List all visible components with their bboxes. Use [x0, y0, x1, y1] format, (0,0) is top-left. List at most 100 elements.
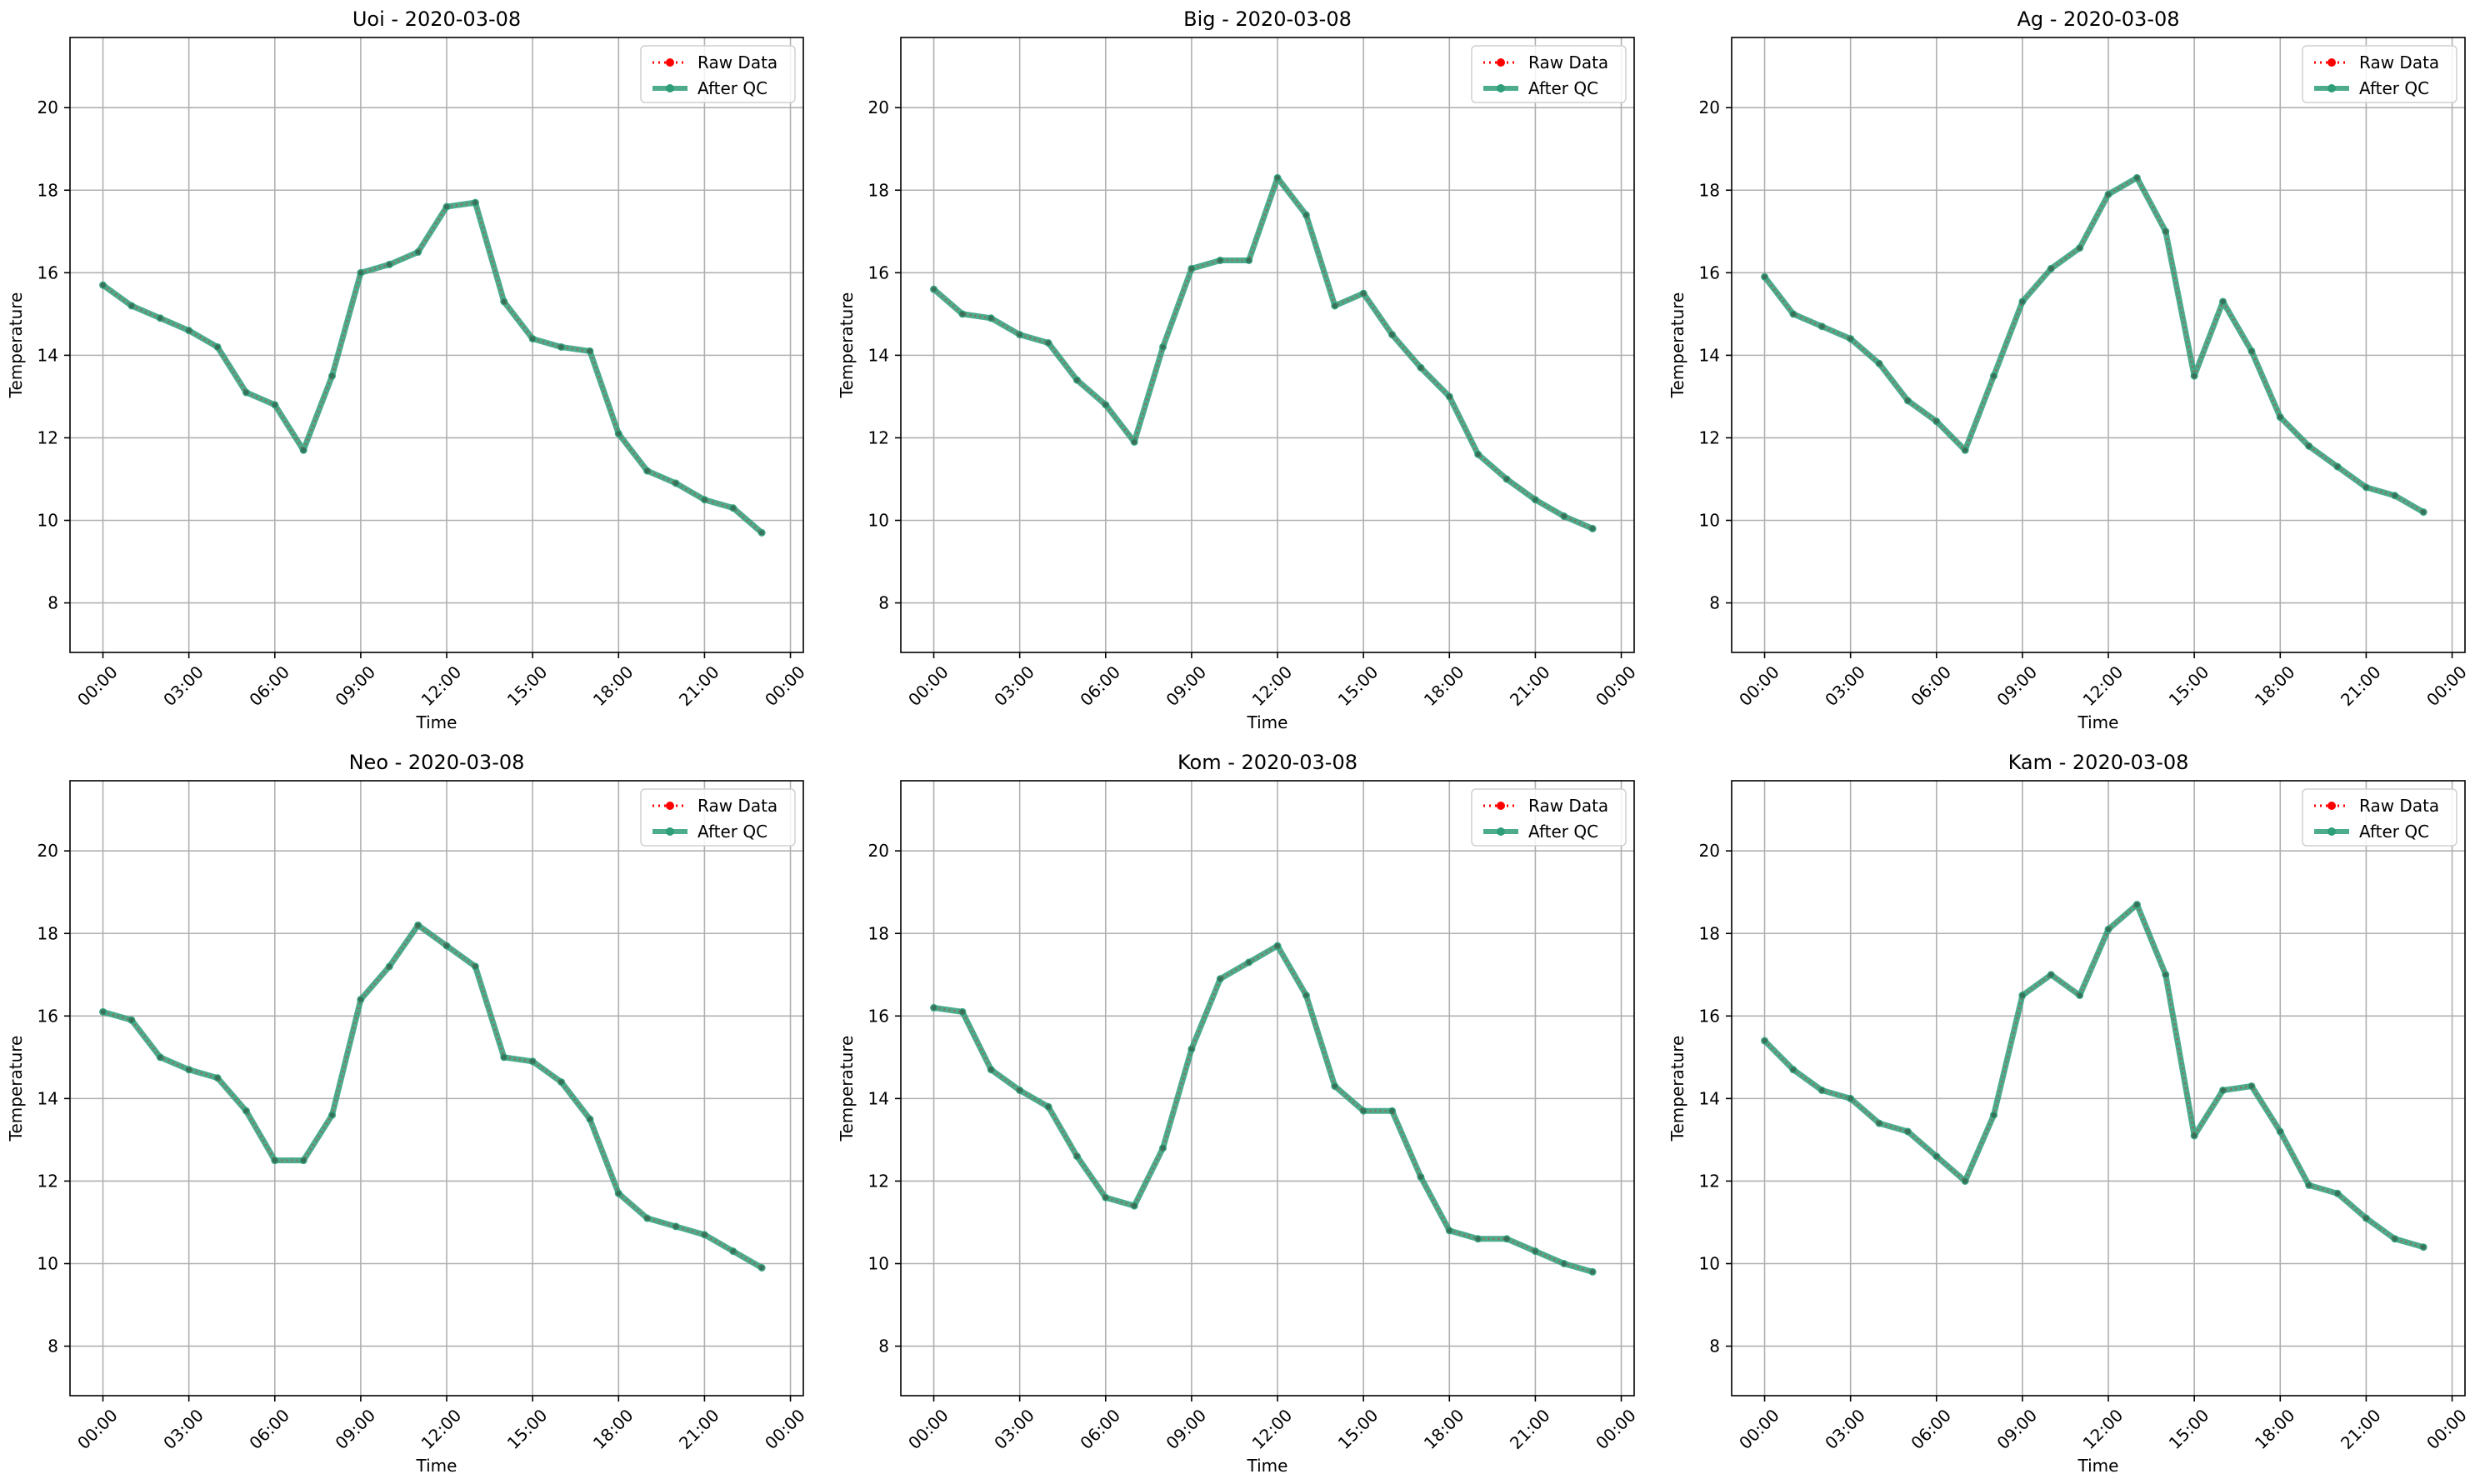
point-raw-data: [1389, 1108, 1395, 1114]
point-raw-data: [759, 1265, 765, 1271]
x-tick-label: 21:00: [1506, 662, 1554, 710]
y-tick-label: 14: [1699, 345, 1720, 365]
x-tick-label: 15:00: [1334, 662, 1382, 710]
plot-area: [1732, 781, 2465, 1396]
y-tick-label: 8: [48, 593, 58, 613]
point-raw-data: [558, 344, 564, 350]
point-raw-data: [644, 1216, 650, 1222]
axes-frame: [1731, 780, 2466, 1397]
plot-area: [70, 37, 803, 652]
point-raw-data: [1361, 291, 1367, 297]
point-raw-data: [702, 1232, 708, 1237]
point-raw-data: [444, 204, 450, 210]
point-raw-data: [1074, 1153, 1080, 1159]
point-raw-data: [1332, 302, 1338, 308]
point-raw-data: [158, 315, 163, 321]
point-raw-data: [1188, 1046, 1194, 1052]
legend: Raw Data After QC: [640, 788, 796, 847]
point-raw-data: [1504, 476, 1510, 482]
y-tick-label: 16: [38, 1006, 58, 1026]
point-raw-data: [1361, 1108, 1367, 1114]
x-tick-label: 12:00: [2079, 1405, 2128, 1453]
point-raw-data: [959, 1009, 965, 1015]
y-tick-label: 10: [868, 511, 889, 531]
y-axis-label: Temperature: [6, 1036, 26, 1142]
subplot-1: 8 10 12 14 16 18 20 00:00 03:00 06:00 09:00 12:00 15…: [6, 7, 809, 732]
legend-label-after-qc: After QC: [698, 78, 768, 98]
x-tick-label: 00:00: [1735, 1405, 1783, 1453]
point-raw-data: [673, 1223, 679, 1229]
x-tick-label: 18:00: [589, 662, 638, 710]
x-tick-label: 21:00: [2337, 662, 2385, 710]
series-line-after-qc: [1762, 902, 2425, 1251]
point-raw-data: [2392, 1236, 2398, 1242]
point-raw-data: [1819, 323, 1825, 329]
x-tick-label: 00:00: [2422, 1405, 2471, 1453]
y-tick-label: 16: [1699, 1006, 1720, 1026]
legend-label-raw-data: Raw Data: [2359, 796, 2439, 816]
point-raw-data: [100, 282, 106, 288]
point-raw-data: [301, 1157, 307, 1163]
y-tick-label: 14: [38, 1088, 58, 1108]
x-tick-label: 15:00: [2165, 1405, 2213, 1453]
point-raw-data: [1933, 1153, 1939, 1159]
point-raw-data: [1160, 344, 1166, 350]
y-tick-label: 20: [868, 97, 889, 117]
series-line-after-qc: [933, 942, 1594, 1275]
point-raw-data: [2220, 1087, 2226, 1093]
y-tick-label: 16: [38, 262, 58, 282]
point-raw-data: [1389, 332, 1395, 337]
legend: Raw Data After QC: [1471, 45, 1627, 103]
point-raw-data: [2392, 492, 2398, 498]
point-raw-data: [301, 447, 307, 453]
y-tick-label: 14: [868, 1088, 889, 1108]
point-raw-data: [1905, 1129, 1911, 1135]
point-raw-data: [2048, 266, 2054, 272]
x-tick-label: 15:00: [2165, 662, 2213, 710]
point-raw-data: [1532, 1248, 1538, 1254]
x-tick-label: 18:00: [2251, 662, 2299, 710]
x-tick-label: 15:00: [1334, 1405, 1382, 1453]
x-tick-label: 09:00: [1162, 1405, 1210, 1453]
point-raw-data: [673, 480, 679, 486]
legend: Raw Data After QC: [1471, 788, 1627, 847]
point-raw-data: [100, 1009, 106, 1015]
series-line-raw-data: [102, 201, 762, 534]
point-raw-data: [730, 1248, 736, 1254]
x-tick-label: 09:00: [331, 1405, 379, 1453]
point-raw-data: [616, 1191, 622, 1197]
y-tick-label: 20: [38, 97, 58, 117]
x-tick-label: 00:00: [73, 1405, 122, 1453]
series-line-after-qc: [932, 174, 1594, 532]
x-tick-label: 18:00: [2251, 1405, 2299, 1453]
point-raw-data: [1218, 257, 1223, 263]
legend-label-after-qc: After QC: [698, 822, 768, 842]
point-raw-data: [128, 302, 134, 308]
subplot-2: 8 10 12 14 16 18 20 00:00 03:00 06:00 09:00 12:00 15…: [837, 7, 1640, 732]
chart-title: Kom - 2020-03-08: [1178, 751, 1358, 774]
point-raw-data: [1991, 373, 1997, 379]
axes-frame: [900, 780, 1635, 1397]
y-tick-label: 20: [1699, 97, 1720, 117]
x-tick-label: 12:00: [418, 662, 466, 710]
legend-label-raw-data: Raw Data: [1528, 796, 1608, 816]
point-raw-data: [530, 1058, 536, 1064]
series-line-after-qc: [101, 199, 764, 536]
point-raw-data: [1132, 439, 1138, 445]
point-raw-data: [1102, 1195, 1108, 1201]
point-raw-data: [272, 1157, 278, 1163]
point-raw-data: [1790, 1067, 1796, 1072]
point-raw-data: [272, 402, 278, 407]
point-raw-data: [1074, 377, 1080, 383]
point-raw-data: [472, 200, 478, 206]
y-tick-label: 10: [38, 1254, 58, 1274]
point-raw-data: [1790, 311, 1796, 317]
point-raw-data: [1447, 393, 1452, 399]
x-tick-label: 03:00: [159, 662, 208, 710]
x-tick-label: 00:00: [761, 1405, 809, 1453]
point-raw-data: [1046, 340, 1052, 346]
point-raw-data: [1046, 1104, 1052, 1110]
point-raw-data: [2192, 1132, 2198, 1138]
point-raw-data: [1246, 959, 1252, 965]
x-tick-label: 00:00: [2422, 662, 2471, 710]
